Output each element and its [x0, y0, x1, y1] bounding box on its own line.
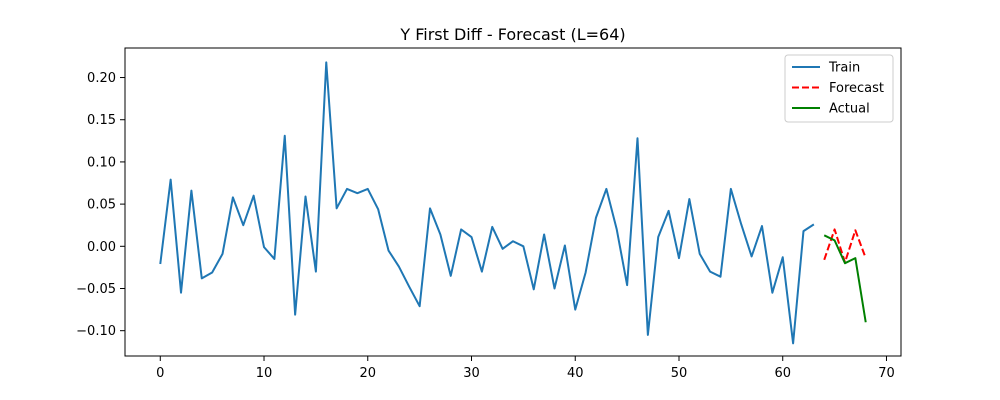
x-tick-label: 20 [359, 366, 376, 381]
series-line-actual [823, 234, 867, 323]
y-tick-label: 0.05 [87, 198, 116, 213]
series-layer [159, 61, 867, 345]
y-tick-label: 0.00 [87, 240, 116, 255]
legend-box [784, 54, 894, 123]
series-line-train [159, 61, 815, 345]
chart-title: Y First Diff - Forecast (L=64) [399, 25, 625, 44]
y-tick-label: −0.10 [76, 324, 116, 339]
y-tick-label: 0.20 [87, 71, 116, 86]
x-tick-label: 30 [463, 366, 480, 381]
plot-frame [124, 47, 902, 357]
legend-label-actual: Actual [829, 102, 870, 117]
y-tick-label: −0.05 [76, 282, 116, 297]
legend-label-forecast: Forecast [829, 81, 884, 96]
x-tick-label: 10 [256, 366, 273, 381]
y-tick-label: 0.10 [87, 155, 116, 170]
legend-label-train: Train [828, 61, 860, 76]
legend: Train Forecast Actual [784, 54, 894, 123]
x-tick-label: 40 [567, 366, 584, 381]
x-tick-label: 0 [156, 366, 164, 381]
x-tick-label: 70 [878, 366, 895, 381]
axes-layer: 0 10 20 30 40 50 60 70 −0.10 −0.05 0.00 0.05 0.10 0.1… [76, 47, 902, 381]
series-line-forecast [823, 228, 867, 264]
x-tick-label: 60 [774, 366, 791, 381]
x-tick-label: 50 [671, 366, 688, 381]
y-tick-label: 0.15 [87, 113, 116, 128]
